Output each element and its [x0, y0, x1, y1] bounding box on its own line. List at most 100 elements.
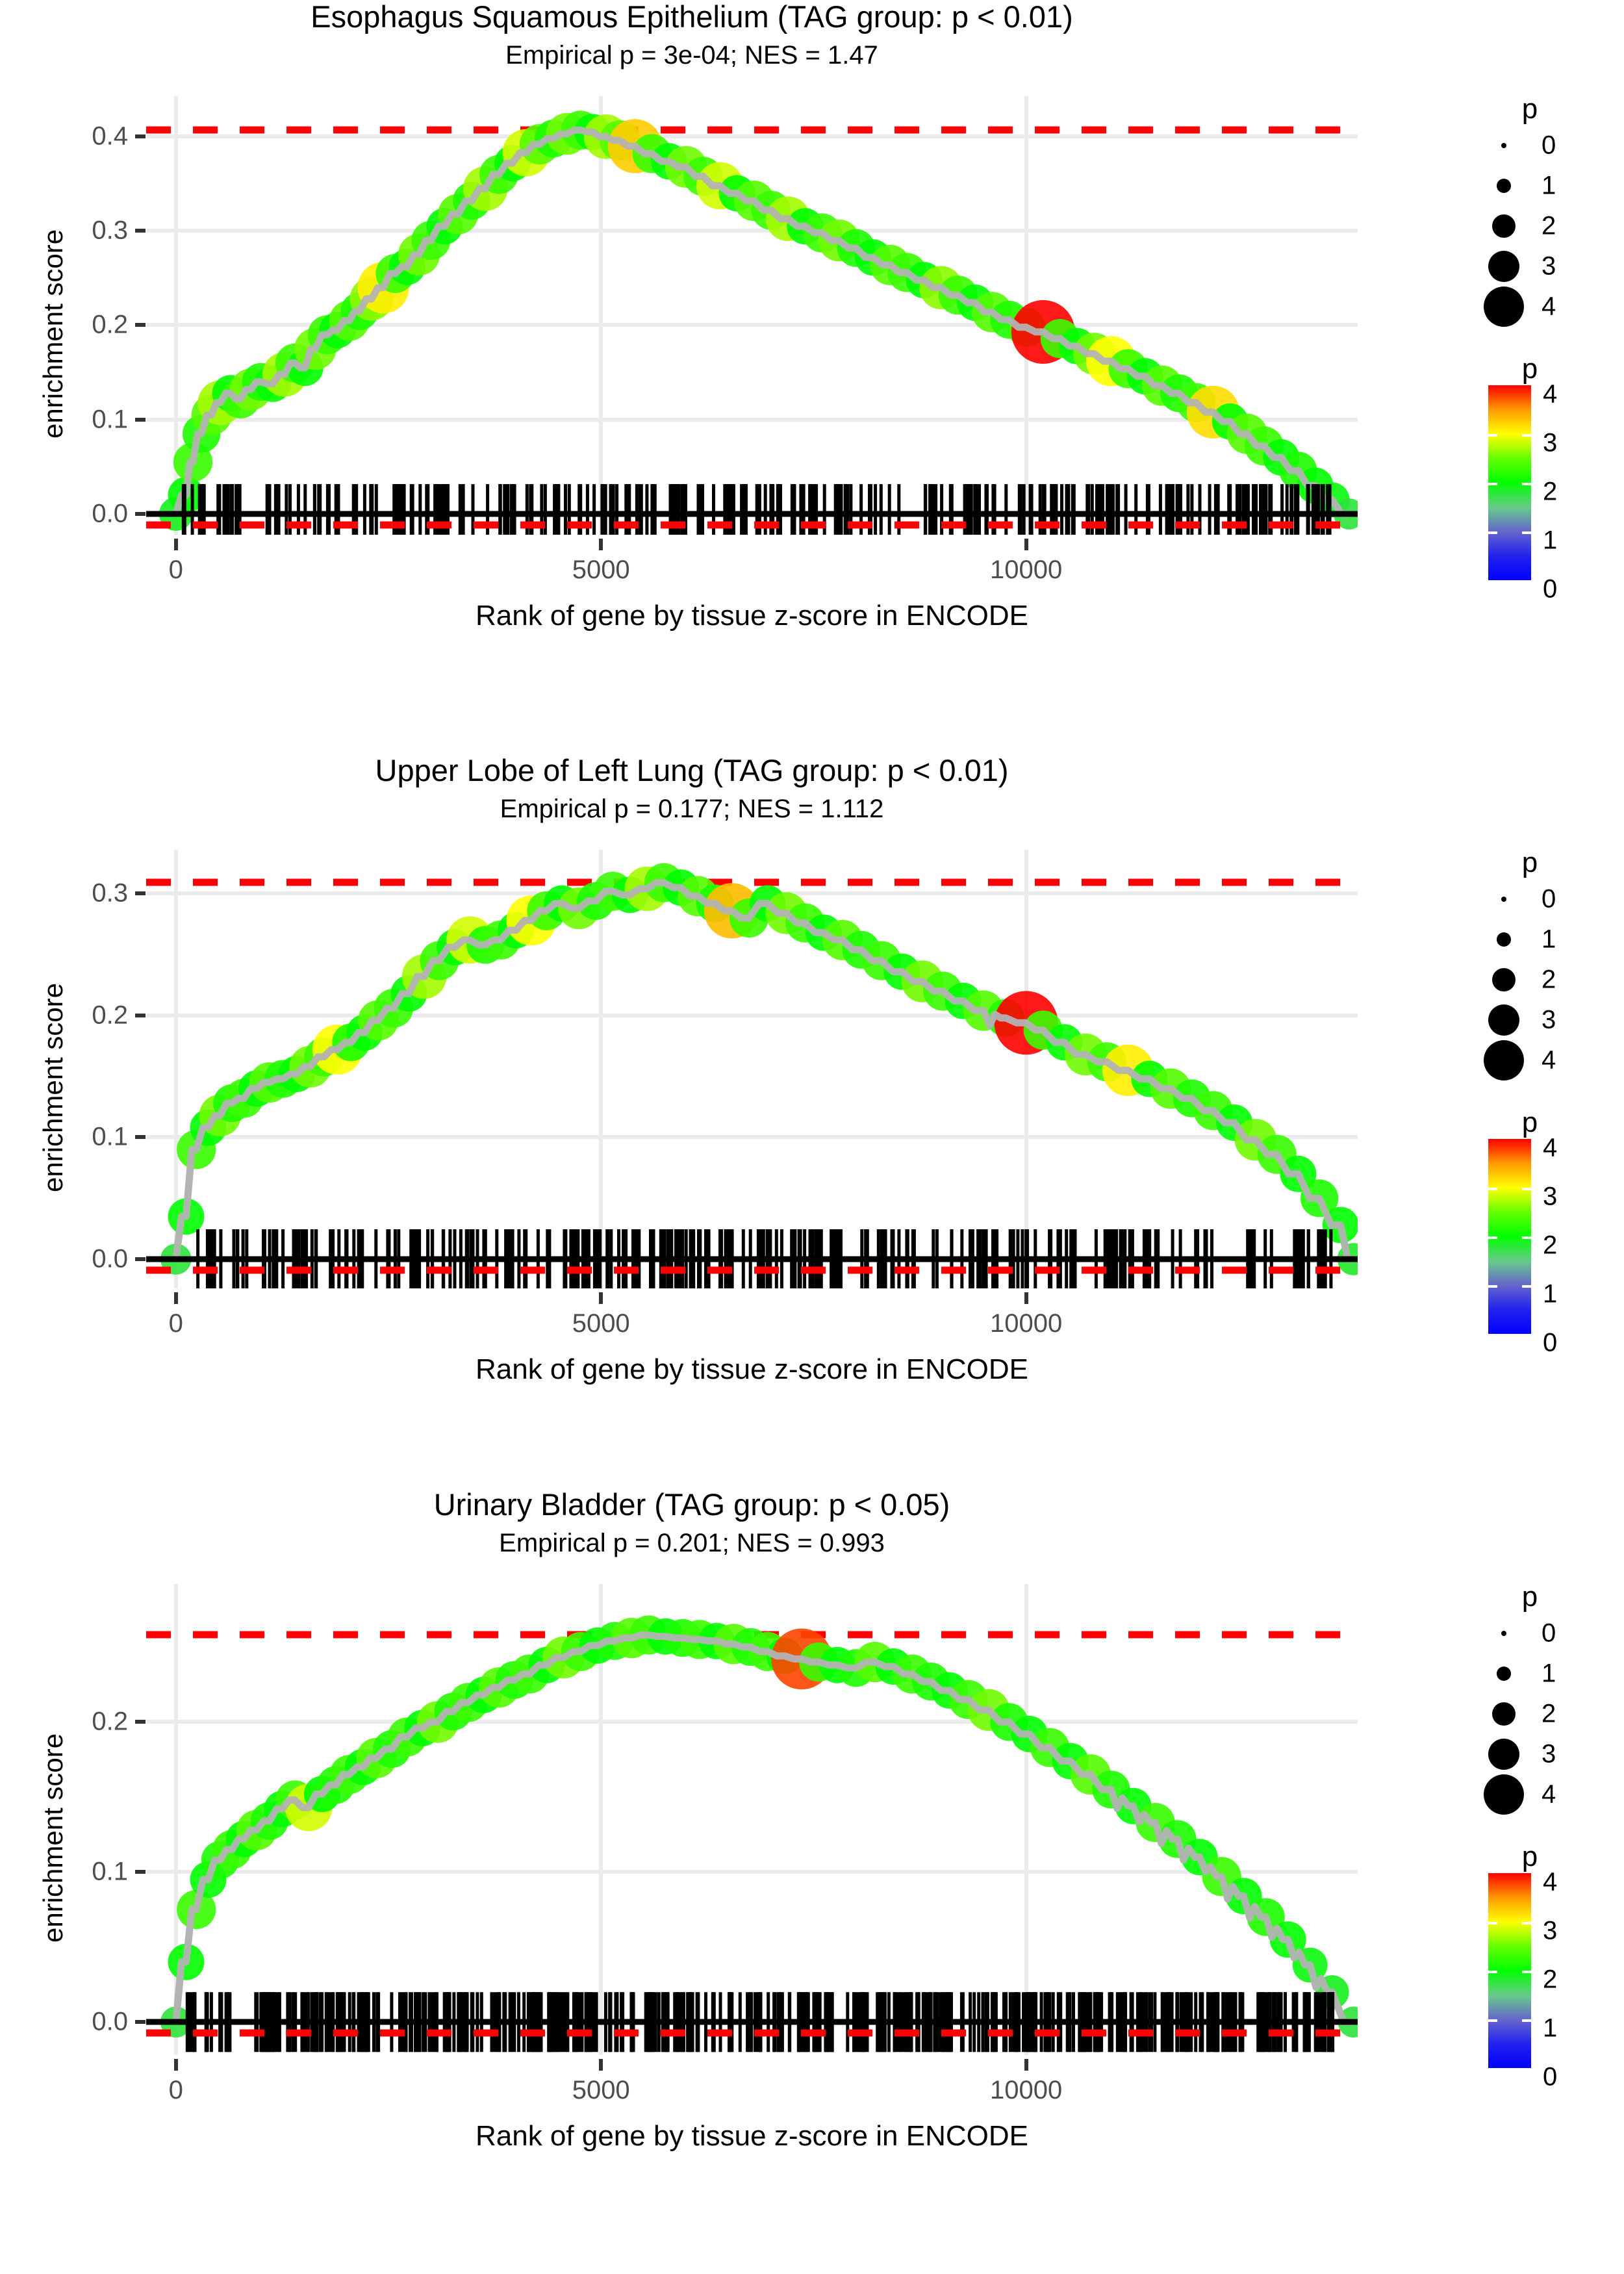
x-tick-mark [599, 538, 603, 550]
y-tick-label: 0.2 [92, 1001, 128, 1030]
x-tick-label: 10000 [989, 1309, 1063, 1338]
color-legend-label: 2 [1543, 477, 1558, 506]
color-legend-label: 1 [1543, 2013, 1558, 2043]
y-gridline [146, 229, 1358, 233]
color-legend-tick [1522, 2067, 1531, 2071]
color-legend-tick [1522, 433, 1531, 437]
size-legend-label: 3 [1542, 1005, 1556, 1034]
y-tick-mark [135, 1013, 146, 1017]
x-tick-mark [599, 1292, 603, 1304]
size-legend-item[interactable]: 3 [1465, 1734, 1601, 1774]
size-legend-label: 3 [1542, 251, 1556, 281]
color-legend-bar-wrap: 4 3 2 1 0 [1465, 1133, 1601, 1357]
size-legend-label: 4 [1542, 292, 1556, 321]
plot-area [146, 96, 1358, 535]
size-legend-item[interactable]: 1 [1465, 166, 1601, 206]
y-axis-title: enrichment score [38, 982, 68, 1193]
size-legend-label: 1 [1542, 925, 1556, 954]
zero-threshold-line [146, 521, 1358, 529]
y-tick-mark [135, 229, 146, 233]
y-tick-label: 0.1 [92, 1857, 128, 1886]
size-legend-label: 1 [1542, 171, 1556, 200]
color-legend-tick [1488, 433, 1497, 437]
y-tick-mark [135, 323, 146, 327]
color-legend-label: 0 [1543, 2062, 1558, 2091]
size-legend-item[interactable]: 2 [1465, 1694, 1601, 1734]
x-tick-label: 10000 [989, 2075, 1063, 2104]
x-gridline [599, 849, 603, 1288]
y-tick-mark [135, 2019, 146, 2024]
x-gridline [1024, 1583, 1028, 2055]
size-legend-item[interactable]: 1 [1465, 919, 1601, 960]
color-legend-label: 3 [1543, 428, 1558, 457]
x-tick-label: 10000 [989, 555, 1063, 584]
color-legend-title: p [1521, 352, 1538, 385]
color-legend-tick [1522, 482, 1531, 485]
size-legend-item[interactable]: 4 [1465, 1774, 1601, 1815]
size-legend-item[interactable]: 0 [1465, 879, 1601, 919]
size-legend-dot-icon [1501, 142, 1506, 148]
color-legend-title: p [1521, 1840, 1538, 1872]
size-legend-item[interactable]: 3 [1465, 246, 1601, 287]
y-tick-mark [135, 1257, 146, 1261]
size-legend-label: 3 [1542, 1739, 1556, 1769]
x-axis-title: Rank of gene by tissue z-score in ENCODE [475, 1353, 1029, 1385]
color-legend-tick [1488, 1921, 1497, 1924]
size-legend-item[interactable]: 0 [1465, 125, 1601, 166]
size-legend-dot-icon [1492, 214, 1516, 238]
zero-line [146, 1256, 1358, 1262]
size-legend-keys: 0 1 2 3 4 [1465, 125, 1601, 327]
x-tick-mark [1024, 2058, 1028, 2071]
color-legend-label: 0 [1543, 574, 1558, 604]
size-legend-keys: 0 1 2 3 4 [1465, 1613, 1601, 1815]
color-legend-tick [1488, 580, 1497, 583]
color-legend-tick [1488, 1284, 1497, 1288]
zero-threshold-line [146, 1266, 1358, 1274]
color-legend-tick [1488, 1187, 1497, 1190]
color-legend-tick [1488, 1970, 1497, 1973]
size-legend-item[interactable]: 2 [1465, 960, 1601, 1000]
y-tick-label: 0.0 [92, 499, 128, 528]
size-legend-dot-icon [1501, 1630, 1506, 1636]
color-legend-tick [1488, 482, 1497, 485]
panel-title: Upper Lobe of Left Lung (TAG group: p < … [375, 753, 1009, 787]
color-legend-tick [1488, 2067, 1497, 2071]
size-legend-item[interactable]: 3 [1465, 1000, 1601, 1040]
size-legend-dot-icon [1488, 1004, 1519, 1036]
size-legend-item[interactable]: 0 [1465, 1613, 1601, 1654]
x-tick-label: 5000 [572, 2075, 630, 2104]
size-legend-item[interactable]: 1 [1465, 1654, 1601, 1694]
y-gridline [146, 134, 1358, 139]
plot-region: 0.0 0.1 0.2 enrichment score 0 5000 10000 Rank … [0, 1558, 1624, 2182]
gene-points [159, 110, 1358, 531]
y-tick-label: 0.0 [92, 2007, 128, 2036]
color-legend-tick [1488, 1333, 1497, 1336]
color-legend-bar-wrap: 4 3 2 1 0 [1465, 1867, 1601, 2091]
panel-bladder: Urinary Bladder (TAG group: p < 0.05) Em… [0, 1487, 1624, 2182]
y-tick-label: 0.4 [92, 121, 128, 151]
color-legend-label: 4 [1543, 379, 1558, 409]
color-legend-tick [1522, 1187, 1531, 1190]
size-legend-label: 4 [1542, 1780, 1556, 1809]
color-legend-title: p [1521, 1106, 1538, 1138]
size-legend-label: 0 [1542, 884, 1556, 913]
color-legend-tick [1522, 2019, 1531, 2022]
size-legend-item[interactable]: 4 [1465, 286, 1601, 327]
x-gridline [599, 96, 603, 535]
size-legend-dot-icon [1497, 932, 1511, 947]
y-tick-mark [135, 511, 146, 516]
size-legend-item[interactable]: 4 [1465, 1040, 1601, 1080]
color-legend-tick [1522, 1236, 1531, 1239]
y-tick-label: 0.3 [92, 216, 128, 245]
y-tick-label: 0.1 [92, 405, 128, 434]
x-tick-mark [1024, 538, 1028, 550]
y-gridline [146, 417, 1358, 422]
size-legend-dot-icon [1492, 967, 1516, 991]
x-axis-title: Rank of gene by tissue z-score in ENCODE [475, 599, 1029, 632]
size-legend-label: 4 [1542, 1045, 1556, 1075]
enrichment-curve-layer [160, 1615, 1358, 2052]
size-legend-item[interactable]: 2 [1465, 206, 1601, 246]
y-tick-label: 0.2 [92, 310, 128, 339]
